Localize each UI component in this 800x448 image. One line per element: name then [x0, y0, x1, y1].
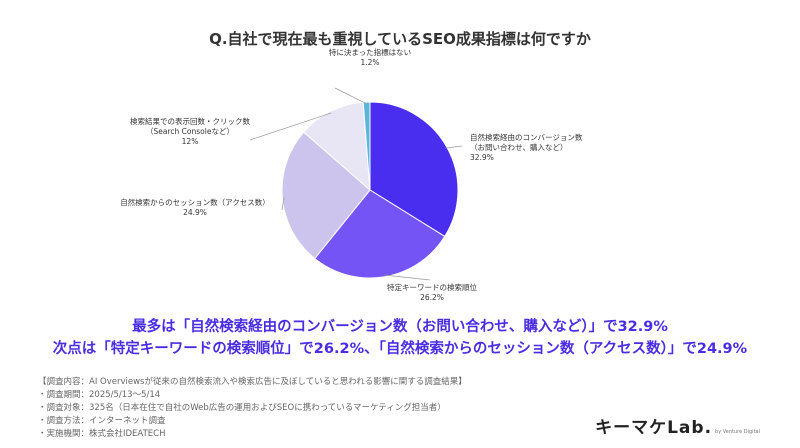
- survey-note: ・実施機関：株式会社IDEATECH: [38, 429, 166, 439]
- slice-category-label: （お問い合わせ、購入など）: [470, 142, 568, 152]
- leader-line: [445, 145, 463, 149]
- slice-category-label: 特に決まった指標はない: [329, 47, 411, 57]
- brand-byline: by Venture Digital: [715, 429, 760, 435]
- brand-logo: キーマケLab. by Venture Digital: [595, 413, 760, 438]
- slice-category-label: 検索結果での表示回数・クリック数: [130, 116, 250, 126]
- slice-value-label: 32.9%: [470, 153, 494, 162]
- leader-line: [281, 197, 285, 211]
- slice-category-label: （Search Consoleなど）: [146, 127, 234, 136]
- leader-line: [249, 112, 332, 141]
- survey-notes: 【調査内容：AI Overviewsが従来の自然検索流入や検索広告に及ぼしている…: [38, 376, 467, 441]
- pie-slice: [302, 101, 371, 192]
- chart-title: Q.自社で現在最も重視しているSEO成果指標は何ですか: [209, 30, 591, 48]
- survey-note: ・調査対象：325名（日本在住で自社のWeb広告の運用およびSEOに携わっている…: [38, 403, 446, 413]
- pie-chart: 自然検索経由のコンバージョン数（お問い合わせ、購入など）32.9% 特定キーワード…: [120, 47, 583, 302]
- survey-note: ・調査方法：インターネット調査: [38, 416, 166, 426]
- slice-value-label: 12%: [182, 137, 199, 146]
- slice-category-label: 特定キーワードの検索順位: [387, 282, 477, 292]
- survey-note: 【調査内容：AI Overviewsが従来の自然検索流入や検索広告に及ぼしている…: [38, 377, 467, 387]
- slice-value-label: 26.2%: [420, 293, 444, 302]
- pie-slice: [369, 101, 459, 238]
- headline-primary: 最多は「自然検索経由のコンバージョン数（お問い合わせ、購入など）」で32.9%: [132, 319, 668, 335]
- leader-line: [334, 87, 367, 105]
- slice-category-label: 自然検索からのセッション数（アクセス数）: [120, 197, 270, 207]
- slice-value-label: 1.2%: [360, 58, 379, 67]
- slice-value-label: 24.9%: [183, 208, 207, 217]
- brand-name: キーマケLab.: [595, 418, 713, 438]
- pie-slice: [314, 189, 446, 279]
- slice-category-label: 自然検索経由のコンバージョン数: [470, 132, 583, 142]
- headline-secondary: 次点は「特定キーワードの検索順位」で26.2%、「自然検索からのセッション数（ア…: [52, 341, 748, 357]
- pie-slice: [281, 131, 371, 260]
- leader-line: [384, 274, 431, 281]
- survey-note: ・調査期間：2025/5/13〜5/14: [38, 390, 161, 400]
